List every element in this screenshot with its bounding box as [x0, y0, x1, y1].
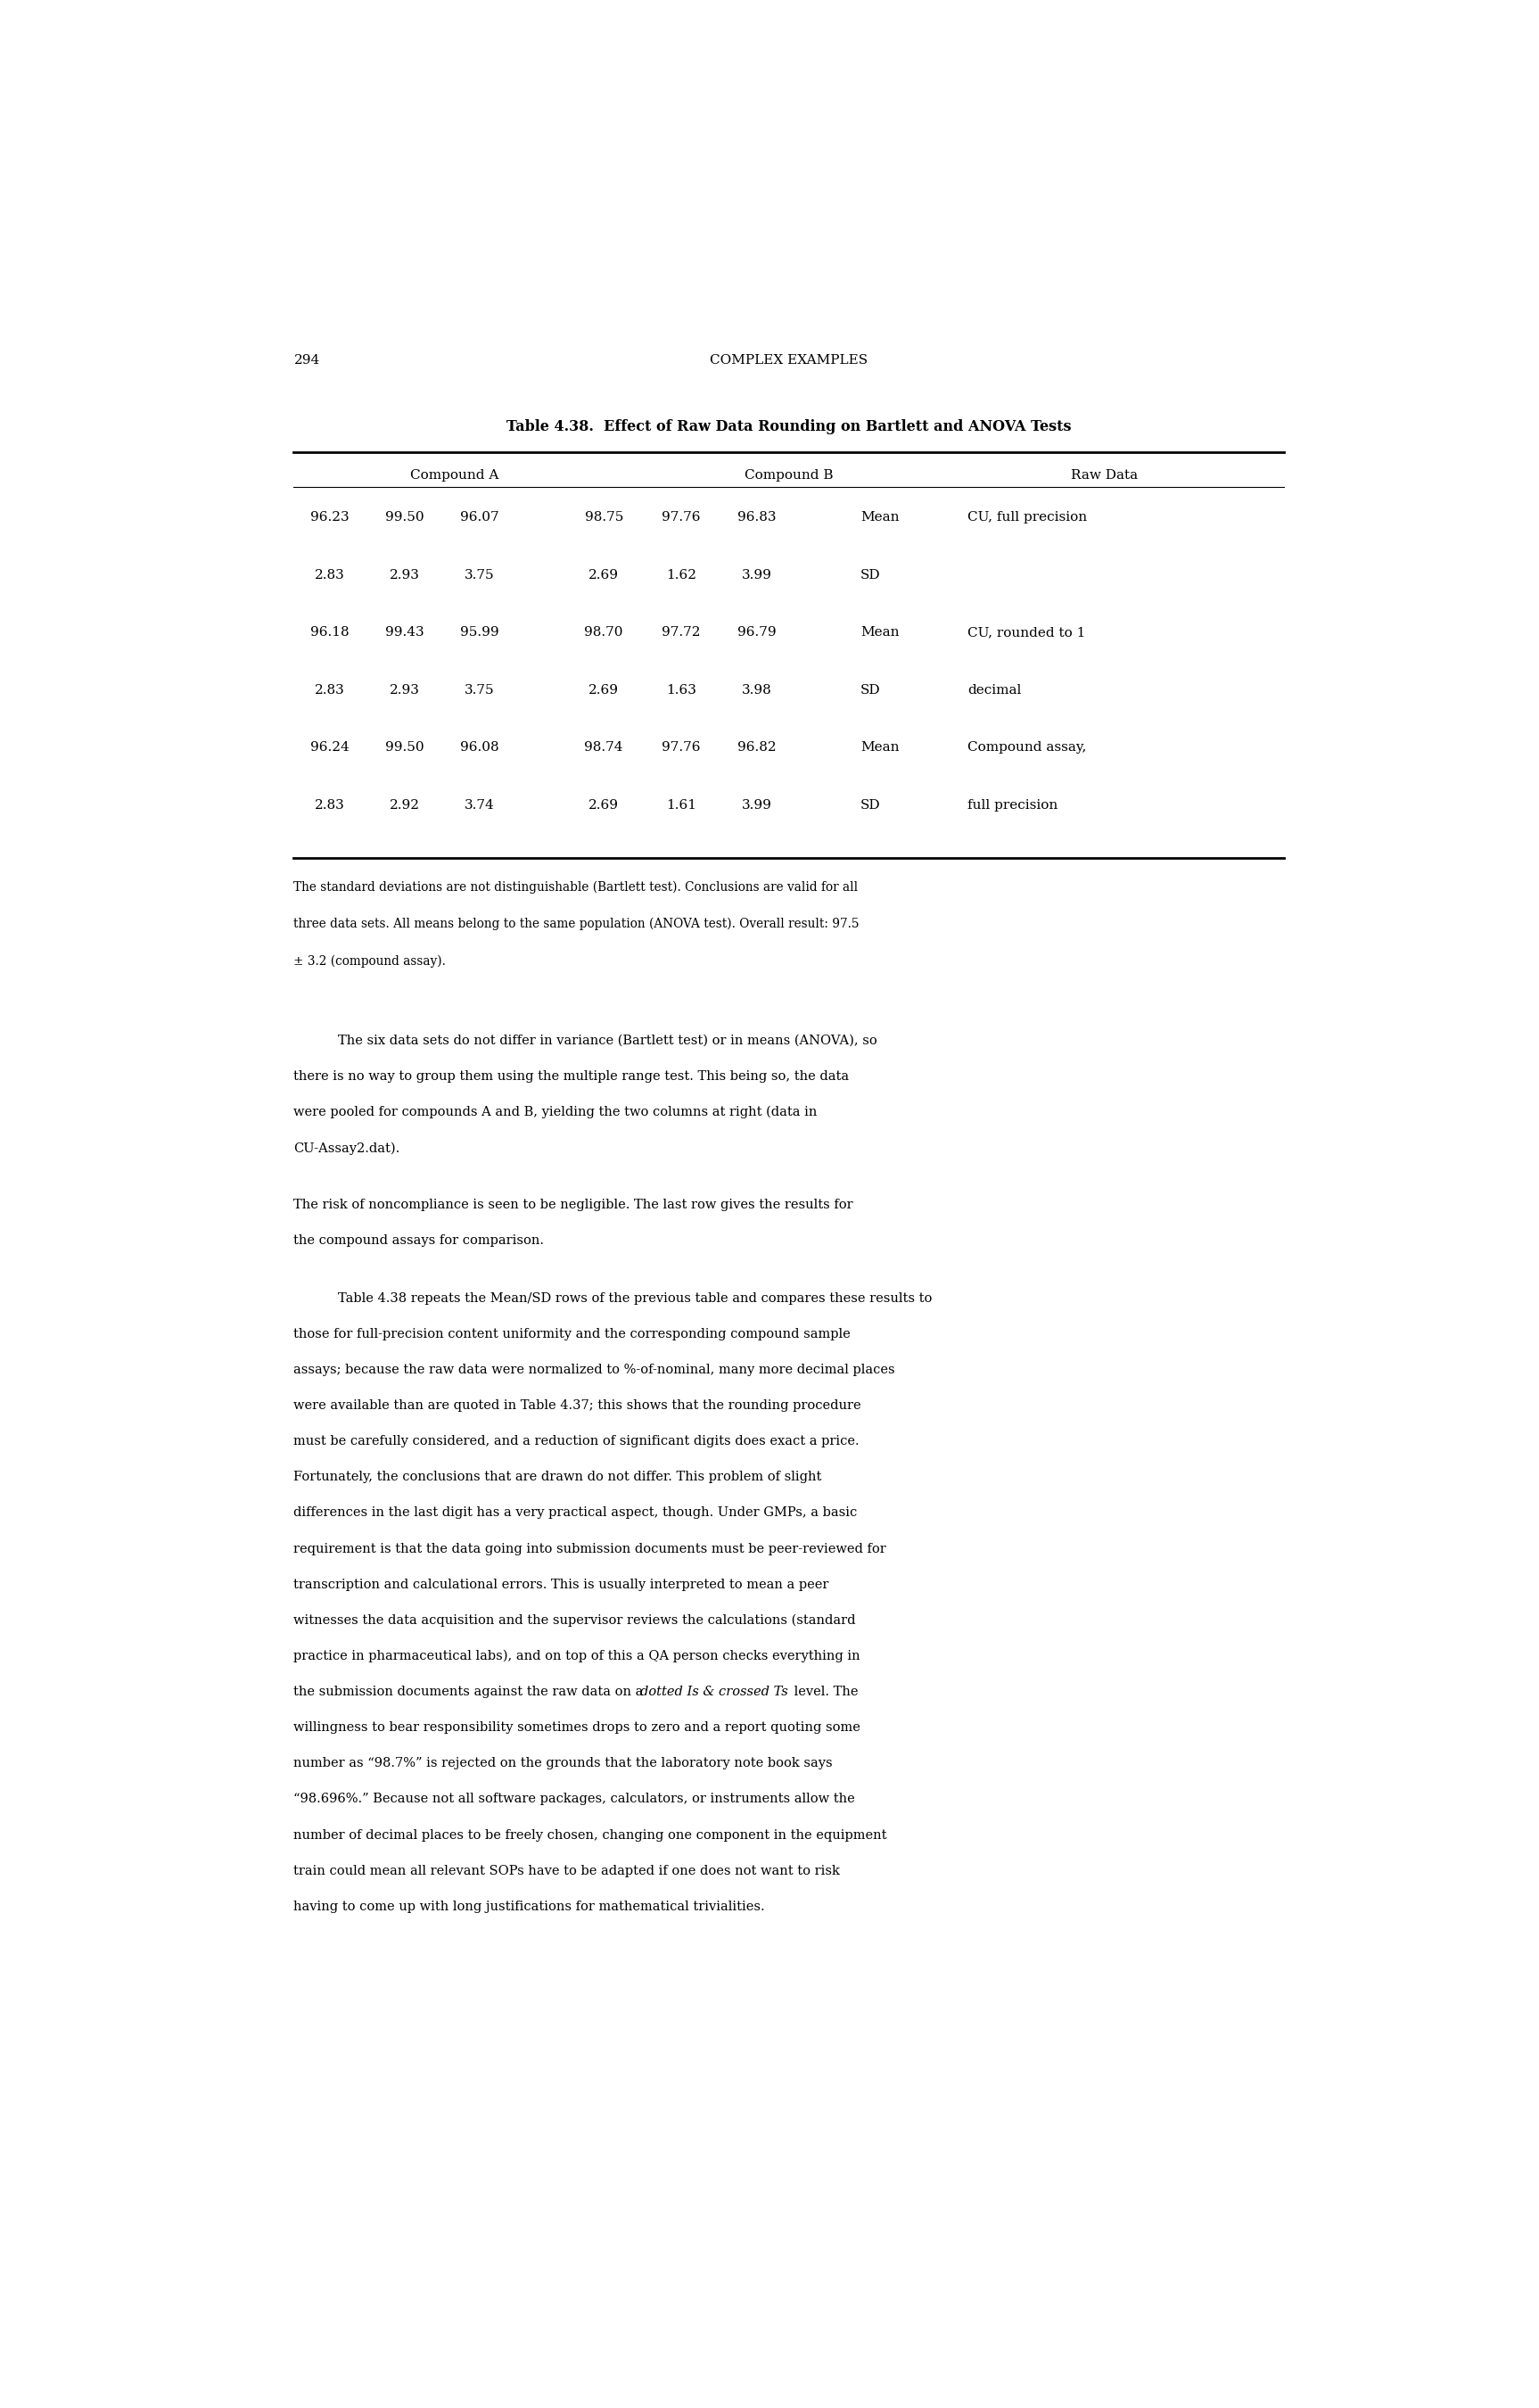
Text: were pooled for compounds A and B, yielding the two columns at right (data in: were pooled for compounds A and B, yield…: [294, 1105, 817, 1120]
Text: 2.69: 2.69: [589, 799, 619, 811]
Text: Compound B: Compound B: [745, 470, 833, 482]
Text: Compound assay,: Compound assay,: [968, 742, 1087, 754]
Text: 96.83: 96.83: [737, 510, 776, 525]
Text: Table 4.38 repeats the Mean/SD rows of the previous table and compares these res: Table 4.38 repeats the Mean/SD rows of t…: [339, 1293, 933, 1305]
Text: The six data sets do not differ in variance (Bartlett test) or in means (ANOVA),: The six data sets do not differ in varia…: [339, 1035, 877, 1047]
Text: 96.79: 96.79: [737, 626, 776, 638]
Text: Table 4.38.  Effect of Raw Data Rounding on Bartlett and ANOVA Tests: Table 4.38. Effect of Raw Data Rounding …: [506, 419, 1071, 433]
Text: 1.63: 1.63: [666, 684, 697, 696]
Text: 99.50: 99.50: [385, 742, 425, 754]
Text: must be carefully considered, and a reduction of significant digits does exact a: must be carefully considered, and a redu…: [294, 1435, 860, 1447]
Text: CU, rounded to 1: CU, rounded to 1: [968, 626, 1085, 638]
Text: The risk of noncompliance is seen to be negligible. The last row gives the resul: The risk of noncompliance is seen to be …: [294, 1199, 854, 1211]
Text: 96.18: 96.18: [309, 626, 349, 638]
Text: SD: SD: [860, 799, 880, 811]
Text: number of decimal places to be freely chosen, changing one component in the equi: number of decimal places to be freely ch…: [294, 1828, 886, 1842]
Text: Raw Data: Raw Data: [1071, 470, 1139, 482]
Text: 3.74: 3.74: [465, 799, 496, 811]
Text: differences in the last digit has a very practical aspect, though. Under GMPs, a: differences in the last digit has a very…: [294, 1507, 857, 1519]
Text: the compound assays for comparison.: the compound assays for comparison.: [294, 1235, 545, 1247]
Text: CU, full precision: CU, full precision: [968, 510, 1087, 525]
Text: 96.24: 96.24: [309, 742, 349, 754]
Text: 99.50: 99.50: [385, 510, 425, 525]
Text: were available than are quoted in Table 4.37; this shows that the rounding proce: were available than are quoted in Table …: [294, 1399, 862, 1411]
Text: 96.23: 96.23: [309, 510, 349, 525]
Text: Fortunately, the conclusions that are drawn do not differ. This problem of sligh: Fortunately, the conclusions that are dr…: [294, 1471, 822, 1483]
Text: 2.92: 2.92: [389, 799, 420, 811]
Text: 3.75: 3.75: [465, 568, 496, 580]
Text: Compound A: Compound A: [411, 470, 499, 482]
Text: 1.61: 1.61: [666, 799, 697, 811]
Text: 96.07: 96.07: [460, 510, 499, 525]
Text: Mean: Mean: [860, 510, 899, 525]
Text: assays; because the raw data were normalized to %-of-nominal, many more decimal : assays; because the raw data were normal…: [294, 1363, 896, 1375]
Text: The standard deviations are not distinguishable (Bartlett test). Conclusions are: The standard deviations are not distingu…: [294, 881, 859, 893]
Text: 96.82: 96.82: [737, 742, 776, 754]
Text: 3.99: 3.99: [742, 568, 771, 580]
Text: ± 3.2 (compound assay).: ± 3.2 (compound assay).: [294, 954, 446, 968]
Text: 98.70: 98.70: [585, 626, 623, 638]
Text: 2.69: 2.69: [589, 684, 619, 696]
Text: 3.99: 3.99: [742, 799, 771, 811]
Text: 97.76: 97.76: [662, 742, 700, 754]
Text: full precision: full precision: [968, 799, 1057, 811]
Text: 2.83: 2.83: [314, 684, 345, 696]
Text: 97.72: 97.72: [662, 626, 700, 638]
Text: 96.08: 96.08: [460, 742, 499, 754]
Text: the submission documents against the raw data on a: the submission documents against the raw…: [294, 1686, 648, 1698]
Text: 1.62: 1.62: [666, 568, 697, 580]
Text: 99.43: 99.43: [385, 626, 425, 638]
Text: transcription and calculational errors. This is usually interpreted to mean a pe: transcription and calculational errors. …: [294, 1577, 830, 1592]
Text: Mean: Mean: [860, 742, 899, 754]
Text: 97.76: 97.76: [662, 510, 700, 525]
Text: practice in pharmaceutical labs), and on top of this a QA person checks everythi: practice in pharmaceutical labs), and on…: [294, 1649, 860, 1662]
Text: three data sets. All means belong to the same population (ANOVA test). Overall r: three data sets. All means belong to the…: [294, 917, 859, 929]
Text: 2.83: 2.83: [314, 568, 345, 580]
Text: 2.93: 2.93: [389, 568, 420, 580]
Text: decimal: decimal: [968, 684, 1022, 696]
Text: there is no way to group them using the multiple range test. This being so, the : there is no way to group them using the …: [294, 1069, 850, 1084]
Text: SD: SD: [860, 684, 880, 696]
Text: requirement is that the data going into submission documents must be peer-review: requirement is that the data going into …: [294, 1544, 886, 1556]
Text: level. The: level. The: [790, 1686, 859, 1698]
Text: CU-Assay2.dat).: CU-Assay2.dat).: [294, 1141, 400, 1153]
Text: 3.98: 3.98: [742, 684, 771, 696]
Text: 95.99: 95.99: [460, 626, 499, 638]
Text: witnesses the data acquisition and the supervisor reviews the calculations (stan: witnesses the data acquisition and the s…: [294, 1613, 856, 1628]
Text: 294: 294: [294, 354, 320, 366]
Text: COMPLEX EXAMPLES: COMPLEX EXAMPLES: [709, 354, 868, 366]
Text: Mean: Mean: [860, 626, 899, 638]
Text: 98.75: 98.75: [585, 510, 623, 525]
Text: 98.74: 98.74: [585, 742, 623, 754]
Text: 3.75: 3.75: [465, 684, 496, 696]
Text: 2.69: 2.69: [589, 568, 619, 580]
Text: “98.696%.” Because not all software packages, calculators, or instruments allow : “98.696%.” Because not all software pack…: [294, 1794, 856, 1806]
Text: SD: SD: [860, 568, 880, 580]
Text: number as “98.7%” is rejected on the grounds that the laboratory note book says: number as “98.7%” is rejected on the gro…: [294, 1758, 833, 1770]
Text: having to come up with long justifications for mathematical trivialities.: having to come up with long justificatio…: [294, 1900, 765, 1912]
Text: those for full-precision content uniformity and the corresponding compound sampl: those for full-precision content uniform…: [294, 1327, 851, 1341]
Text: train could mean all relevant SOPs have to be adapted if one does not want to ri: train could mean all relevant SOPs have …: [294, 1864, 840, 1878]
Text: dotted Is & crossed Ts: dotted Is & crossed Ts: [640, 1686, 788, 1698]
Text: willingness to bear responsibility sometimes drops to zero and a report quoting : willingness to bear responsibility somet…: [294, 1722, 860, 1734]
Text: 2.93: 2.93: [389, 684, 420, 696]
Text: 2.83: 2.83: [314, 799, 345, 811]
